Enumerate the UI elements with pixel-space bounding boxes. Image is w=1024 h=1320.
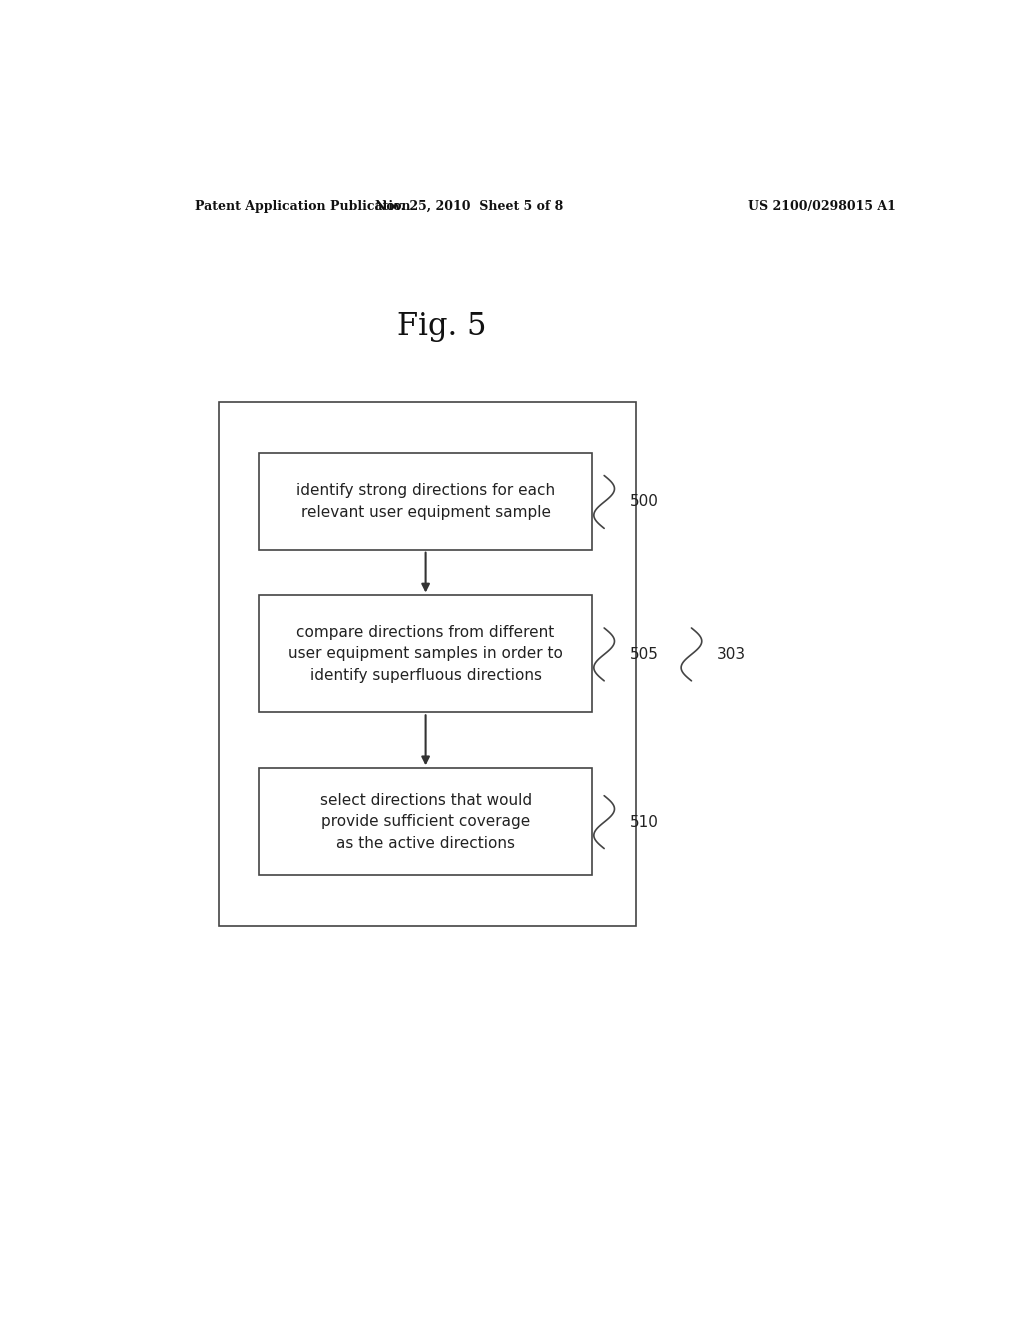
Text: select directions that would
provide sufficient coverage
as the active direction: select directions that would provide suf… [319, 792, 531, 850]
Text: Nov. 25, 2010  Sheet 5 of 8: Nov. 25, 2010 Sheet 5 of 8 [375, 199, 563, 213]
Bar [259, 768, 592, 875]
Bar [219, 403, 636, 925]
Text: US 2100/0298015 A1: US 2100/0298015 A1 [749, 199, 896, 213]
Text: 510: 510 [630, 814, 658, 829]
Text: Fig. 5: Fig. 5 [396, 310, 486, 342]
Text: 500: 500 [630, 495, 658, 510]
Text: 505: 505 [630, 647, 658, 661]
Text: 303: 303 [717, 647, 745, 661]
Text: Patent Application Publication: Patent Application Publication [196, 199, 411, 213]
Bar [259, 453, 592, 549]
Text: compare directions from different
user equipment samples in order to
identify su: compare directions from different user e… [288, 624, 563, 682]
Bar [259, 595, 592, 713]
Text: identify strong directions for each
relevant user equipment sample: identify strong directions for each rele… [296, 483, 555, 520]
